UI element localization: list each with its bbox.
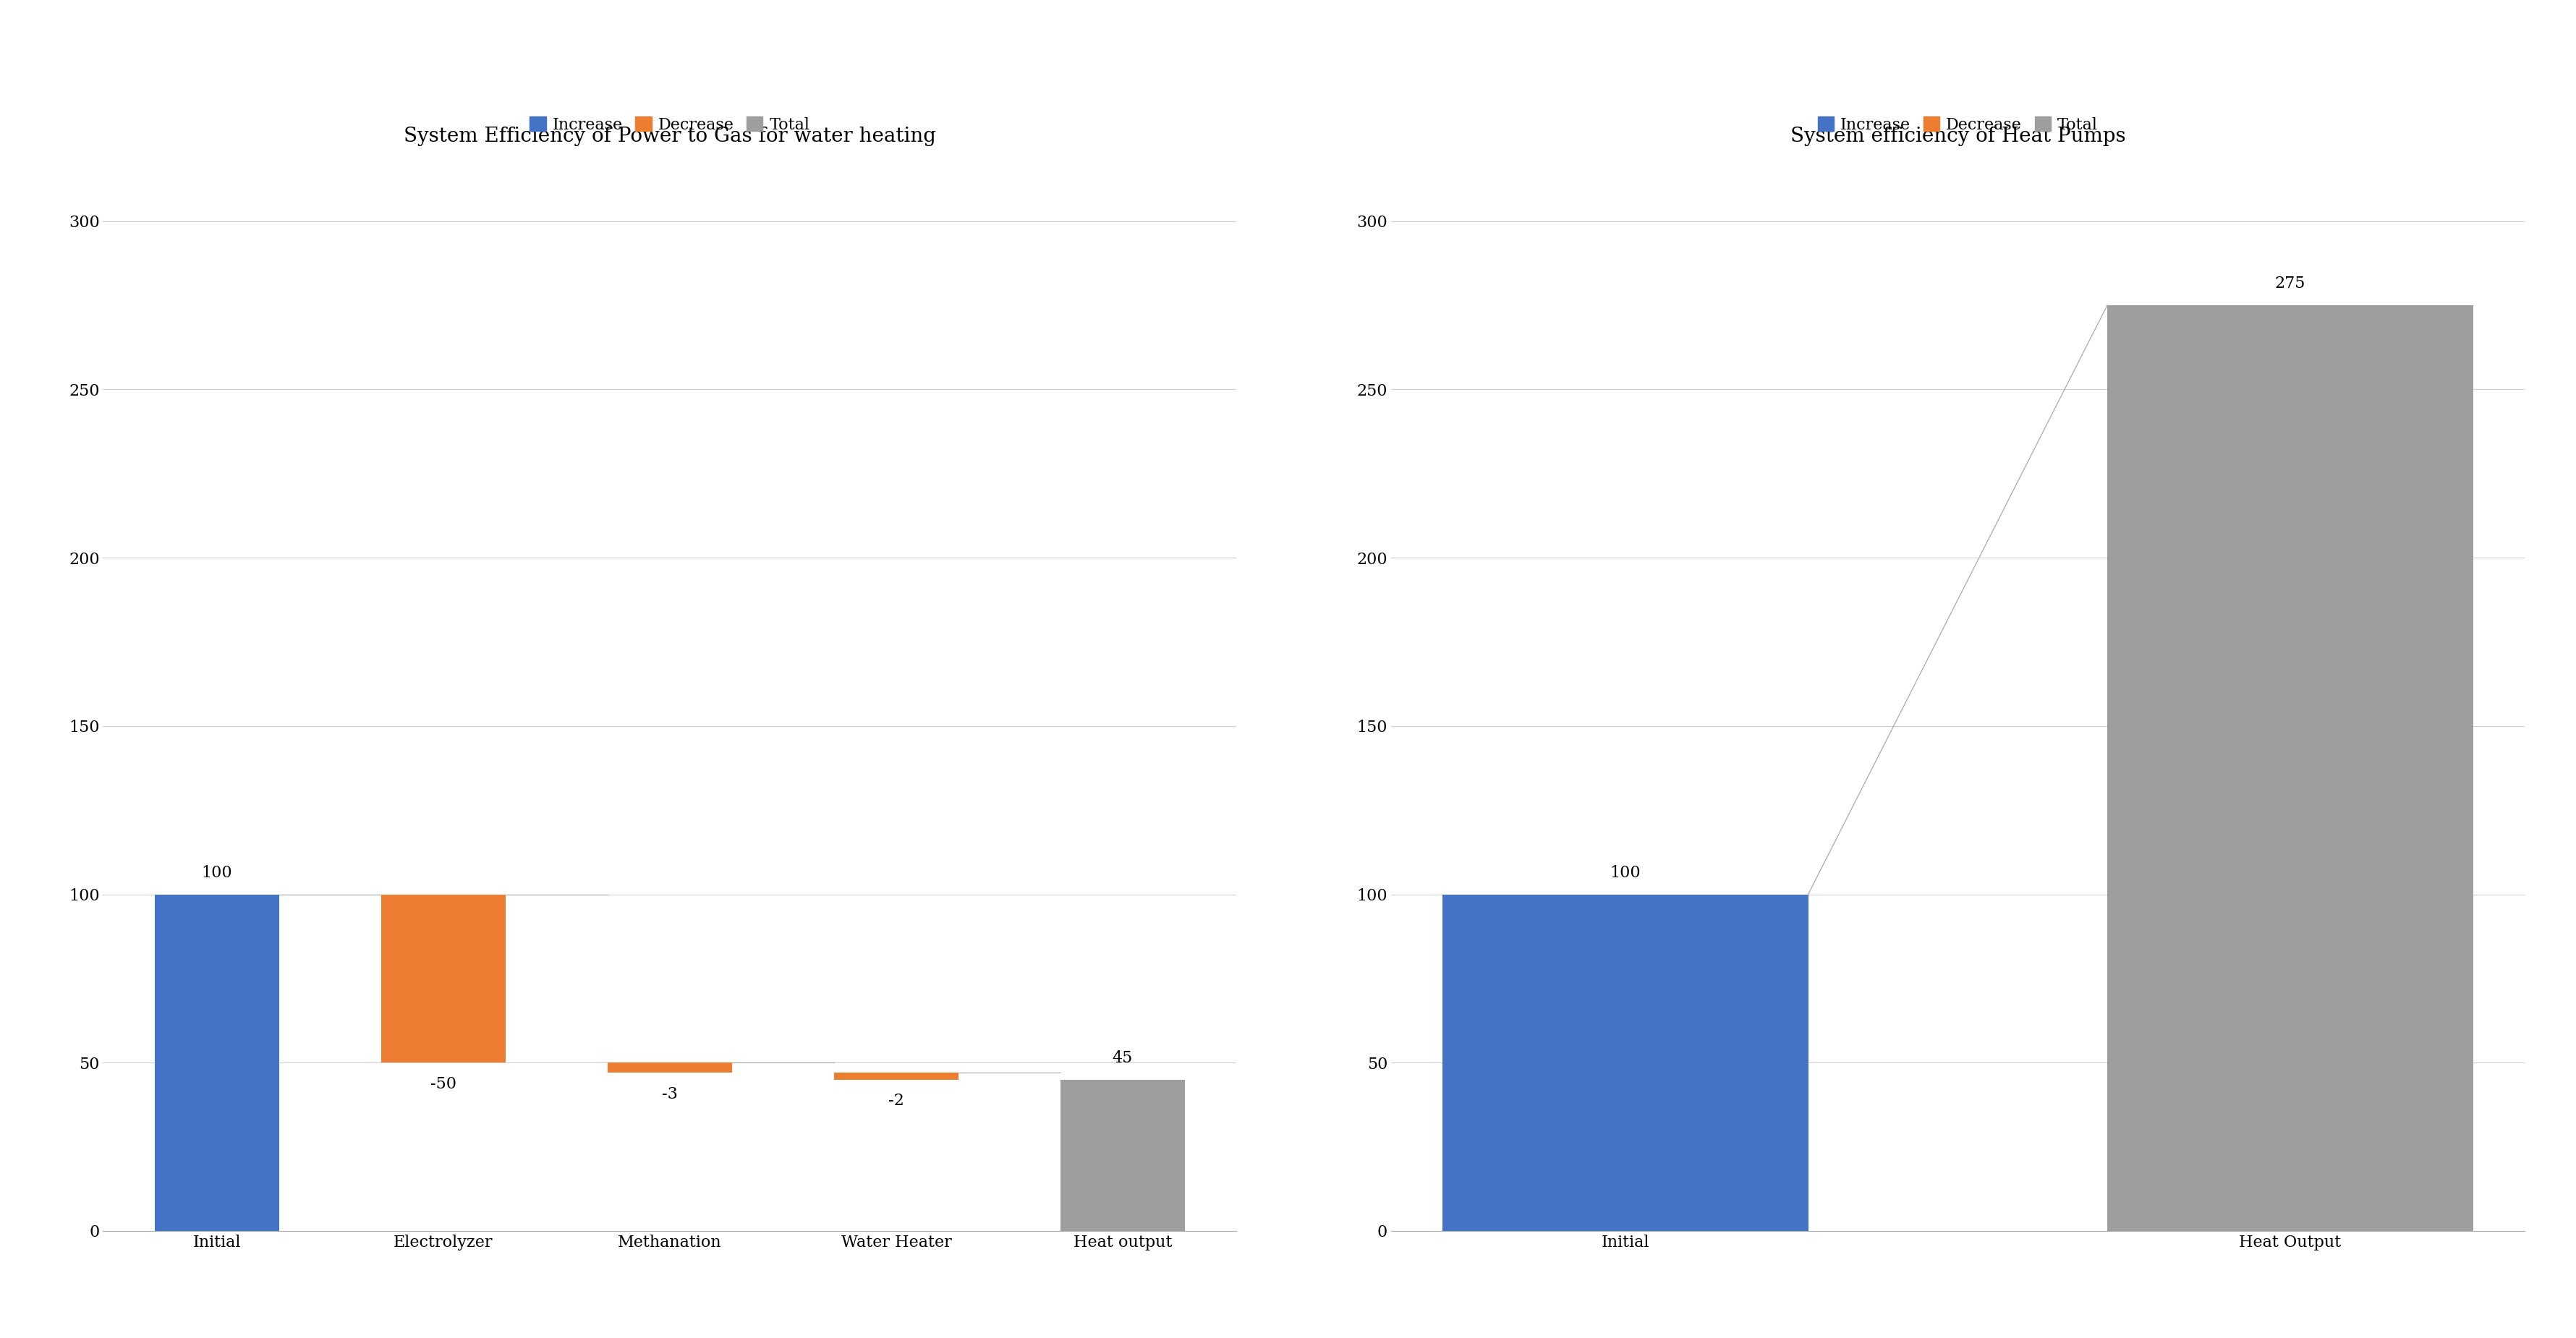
Text: 275: 275: [2275, 276, 2306, 292]
Text: 100: 100: [1610, 864, 1641, 880]
Bar: [608, 1062, 732, 1073]
Text: -50: -50: [430, 1076, 456, 1092]
Text: 45: 45: [1113, 1050, 1133, 1066]
Title: System efficiency of Heat Pumps: System efficiency of Heat Pumps: [1790, 127, 2125, 146]
Bar: [1061, 1080, 1185, 1231]
Bar: [1443, 894, 1808, 1231]
Title: System Efficiency of Power to Gas for water heating: System Efficiency of Power to Gas for wa…: [404, 127, 935, 146]
Bar: [2107, 305, 2473, 1231]
Legend: Increase, Decrease, Total: Increase, Decrease, Total: [526, 112, 814, 138]
Bar: [835, 1073, 958, 1080]
Text: 100: 100: [201, 864, 232, 880]
Text: -3: -3: [662, 1086, 677, 1103]
Bar: [155, 894, 278, 1231]
Legend: Increase, Decrease, Total: Increase, Decrease, Total: [1814, 112, 2102, 138]
Text: -2: -2: [889, 1093, 904, 1109]
Bar: [381, 894, 505, 1062]
